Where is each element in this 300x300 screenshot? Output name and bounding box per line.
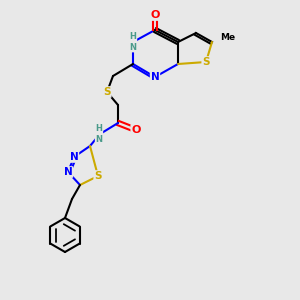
Text: H
N: H N — [130, 32, 136, 52]
Text: N: N — [70, 152, 78, 162]
Text: H
N: H N — [95, 124, 103, 144]
Text: N: N — [64, 167, 72, 177]
Text: S: S — [202, 57, 210, 67]
Text: S: S — [94, 171, 102, 181]
Text: O: O — [131, 125, 141, 135]
Text: Me: Me — [220, 34, 236, 43]
Text: O: O — [150, 10, 160, 20]
Text: N: N — [151, 72, 159, 82]
Text: S: S — [103, 87, 111, 97]
